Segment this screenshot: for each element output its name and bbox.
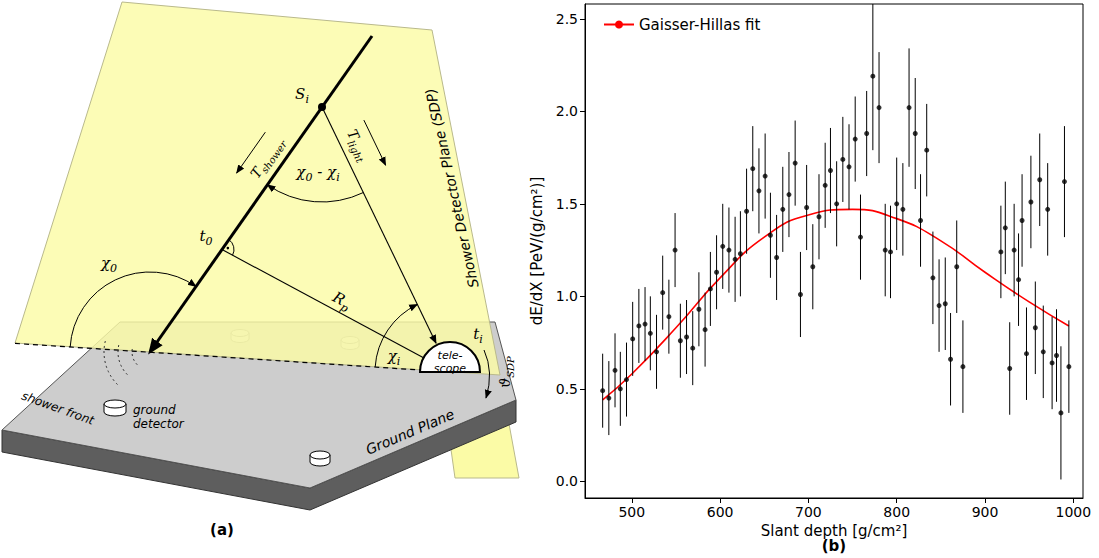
svg-text:1.5: 1.5: [556, 196, 578, 212]
svg-text:χi: χi: [387, 347, 401, 368]
svg-text:900: 900: [972, 504, 999, 520]
html-text:(b): (b): [821, 537, 847, 555]
svg-text:dE/dX [PeV/(g/cm²)]: dE/dX [PeV/(g/cm²)]: [528, 177, 546, 326]
svg-text:Gaisser-Hillas fit: Gaisser-Hillas fit: [639, 16, 760, 34]
svg-text:Tlight: Tlight: [341, 127, 373, 166]
svg-text:(a): (a): [210, 521, 234, 539]
svg-text:χ0 - χi: χ0 - χi: [295, 163, 339, 184]
svg-text:0.5: 0.5: [556, 381, 578, 397]
svg-text:2.5: 2.5: [556, 11, 578, 27]
svg-text:Ground Plane: Ground Plane: [363, 406, 456, 458]
svg-text:Si: Si: [295, 85, 309, 106]
svg-text:tele-: tele-: [438, 349, 463, 362]
svg-text:2.0: 2.0: [556, 103, 578, 119]
svg-text:ti: ti: [473, 325, 483, 346]
svg-text:Rp: Rp: [327, 287, 354, 315]
svg-text:Tshower: Tshower: [247, 133, 290, 183]
svg-text:χ0: χ0: [100, 254, 117, 275]
svg-text:700: 700: [795, 504, 822, 520]
svg-text:800: 800: [883, 504, 910, 520]
svg-text:Slant depth [g/cm²]: Slant depth [g/cm²]: [760, 522, 908, 541]
svg-text:600: 600: [707, 504, 734, 520]
svg-text:ground: ground: [133, 403, 176, 417]
svg-text:Shower Detector Plane (SDP): Shower Detector Plane (SDP): [422, 87, 481, 290]
svg-text:0.0: 0.0: [556, 473, 578, 489]
svg-text:1000: 1000: [1055, 504, 1091, 520]
svg-text:500: 500: [618, 504, 645, 520]
svg-text:shower front: shower front: [20, 389, 97, 429]
svg-text:scope: scope: [434, 362, 466, 375]
svg-text:detector: detector: [133, 417, 185, 431]
svg-text:ϑSDP: ϑSDP: [497, 356, 516, 388]
svg-text:t0: t0: [199, 227, 212, 248]
svg-text:1.0: 1.0: [556, 288, 578, 304]
